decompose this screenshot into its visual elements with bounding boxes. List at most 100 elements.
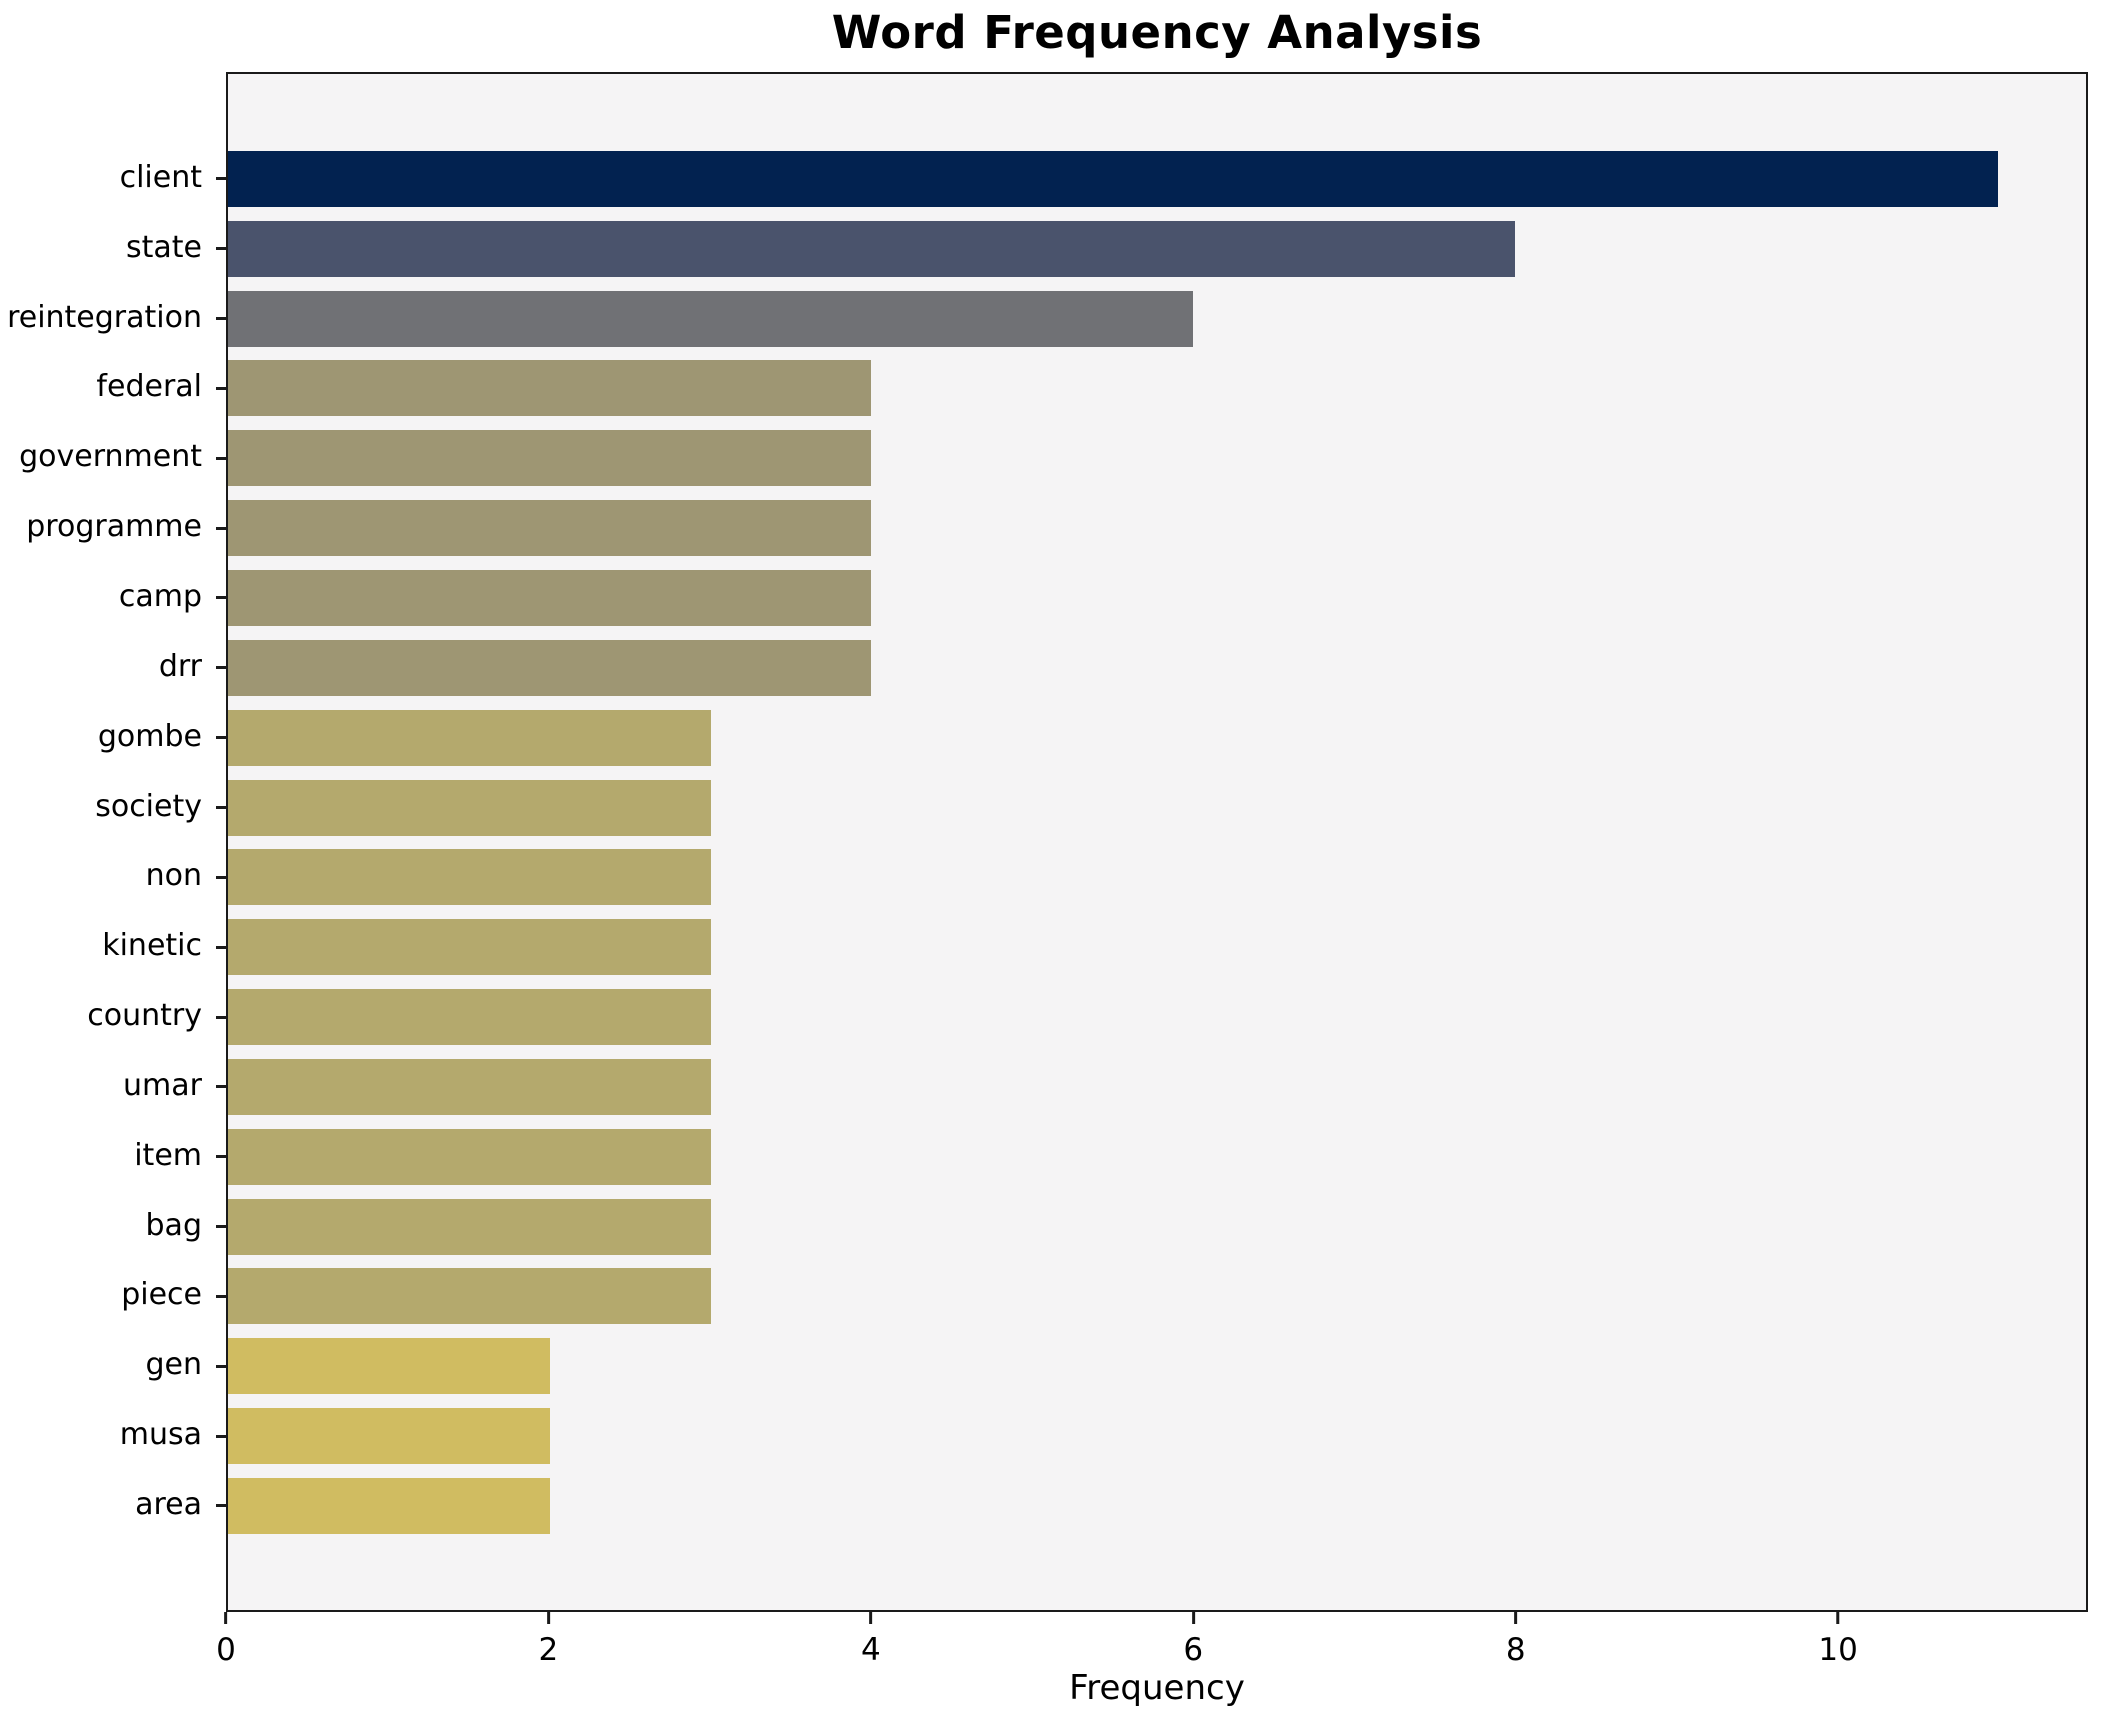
bar-row: drr: [159, 633, 2086, 703]
x-tick-label: 6: [1183, 1632, 1204, 1668]
bar-row: musa: [120, 1401, 2086, 1471]
y-tick-label: musa: [119, 1417, 202, 1453]
x-axis: 0 2 4 6 8 10: [216, 1612, 2088, 1682]
y-tick-mark: [216, 806, 226, 810]
bar-row: client: [120, 144, 2086, 214]
x-tick: 8: [1506, 1612, 1526, 1668]
x-tick: 10: [1818, 1612, 1858, 1668]
y-tick-mark: [216, 1155, 226, 1159]
bar-kinetic: [228, 919, 711, 976]
y-tick-mark: [216, 666, 226, 670]
y-tick-mark: [216, 1434, 226, 1438]
bar-musa: [228, 1408, 550, 1465]
x-tick-mark: [869, 1612, 873, 1624]
y-tick-label: reintegration: [7, 299, 202, 335]
x-tick-mark: [1514, 1612, 1518, 1624]
y-tick-label: gombe: [97, 718, 202, 754]
y-tick-label: area: [135, 1487, 202, 1523]
bar-state: [228, 220, 1515, 277]
y-tick-label: federal: [96, 369, 202, 405]
x-tick-mark: [224, 1612, 228, 1624]
y-tick-label: camp: [118, 579, 202, 615]
bar-row: reintegration: [7, 284, 2086, 354]
x-tick: 4: [861, 1612, 881, 1668]
y-tick-mark: [216, 1504, 226, 1508]
bar-drr: [228, 639, 872, 696]
bar-camp: [228, 569, 872, 626]
y-tick-label: state: [126, 229, 202, 265]
y-tick-label: gen: [145, 1347, 202, 1383]
bar-row: gombe: [98, 703, 2086, 773]
x-tick-mark: [546, 1612, 550, 1624]
x-tick: 0: [216, 1612, 236, 1668]
y-tick-mark: [216, 1294, 226, 1298]
x-tick-label: 4: [860, 1632, 881, 1668]
y-tick-mark: [216, 945, 226, 949]
y-tick-mark: [216, 177, 226, 181]
y-tick-mark: [216, 1225, 226, 1229]
y-tick-label: kinetic: [102, 928, 202, 964]
x-tick-mark: [1836, 1612, 1840, 1624]
y-tick-label: bag: [145, 1207, 202, 1243]
bar-piece: [228, 1268, 711, 1325]
bar-row: country: [87, 982, 2086, 1052]
y-tick-mark: [216, 1085, 226, 1089]
bar-row: item: [134, 1122, 2086, 1192]
y-tick-label: country: [87, 998, 202, 1034]
bar-reintegration: [228, 290, 1194, 347]
x-tick-mark: [1191, 1612, 1195, 1624]
bar-row: gen: [145, 1331, 2086, 1401]
x-tick-label: 2: [538, 1632, 559, 1668]
bar-row: kinetic: [102, 912, 2086, 982]
y-tick-mark: [216, 386, 226, 390]
y-tick-mark: [216, 456, 226, 460]
bar-bag: [228, 1198, 711, 1255]
x-axis-label: Frequency: [1069, 1668, 1245, 1708]
bar-row: piece: [121, 1262, 2086, 1332]
y-tick-label: drr: [158, 648, 202, 684]
bar-row: area: [135, 1471, 2086, 1541]
plot-area: client state reintegration federal governmen…: [7, 72, 2088, 1612]
bar-country: [228, 989, 711, 1046]
y-tick-mark: [216, 526, 226, 530]
bar-client: [228, 150, 1998, 207]
bar-government: [228, 430, 872, 487]
y-tick-mark: [216, 1364, 226, 1368]
x-tick-label: 8: [1505, 1632, 1526, 1668]
y-tick-label: non: [145, 858, 202, 894]
bar-row: bag: [146, 1192, 2086, 1262]
y-tick-mark: [216, 317, 226, 321]
bar-society: [228, 779, 711, 836]
y-tick-label: item: [134, 1137, 202, 1173]
bar-row: camp: [119, 563, 2086, 633]
bar-row: federal: [96, 354, 2086, 424]
y-tick-mark: [216, 1015, 226, 1019]
bar-gombe: [228, 709, 711, 766]
y-tick-mark: [216, 596, 226, 600]
bar-row: non: [146, 842, 2086, 912]
y-tick-label: client: [119, 160, 202, 196]
y-tick-mark: [216, 247, 226, 251]
bar-non: [228, 849, 711, 906]
x-tick: 6: [1183, 1612, 1203, 1668]
y-tick-label: government: [19, 439, 202, 475]
y-tick-label: programme: [26, 509, 202, 545]
x-tick-label: 10: [1818, 1632, 1858, 1668]
bar-area: [228, 1477, 550, 1534]
bar-row: umar: [123, 1052, 2086, 1122]
bar-item: [228, 1128, 711, 1185]
y-tick-label: umar: [123, 1067, 202, 1103]
y-tick-mark: [216, 736, 226, 740]
bar-gen: [228, 1338, 550, 1395]
bar-row: society: [95, 773, 2086, 843]
y-tick-label: piece: [121, 1277, 202, 1313]
bar-row: programme: [26, 493, 2086, 563]
chart-title: Word Frequency Analysis: [831, 6, 1483, 59]
y-tick-label: society: [95, 788, 202, 824]
bar-row: state: [126, 214, 2086, 284]
bar-umar: [228, 1058, 711, 1115]
bar-row: government: [19, 423, 2086, 493]
y-tick-mark: [216, 875, 226, 879]
x-tick: 2: [538, 1612, 559, 1668]
